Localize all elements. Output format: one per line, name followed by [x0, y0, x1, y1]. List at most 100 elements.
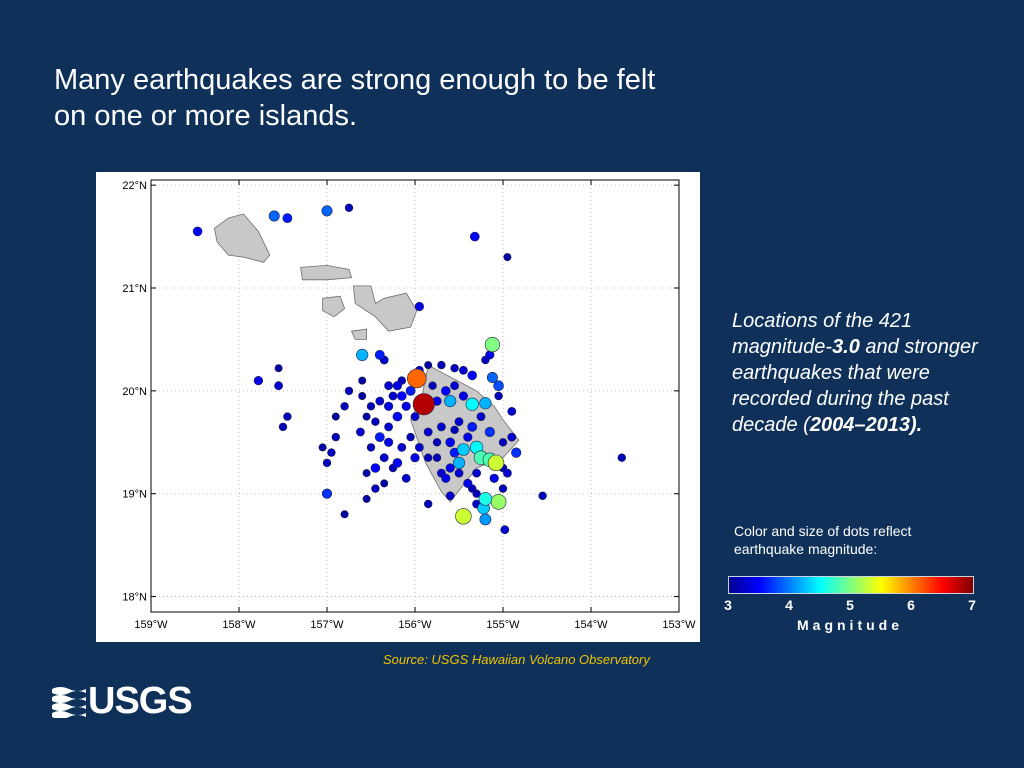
earthquake-point: [370, 463, 381, 473]
island-maui: [352, 285, 418, 332]
usgs-logo-text: USGS: [88, 680, 193, 722]
earthquake-point: [437, 360, 446, 370]
earthquake-point: [384, 422, 393, 432]
earthquake-point: [503, 253, 512, 262]
earthquake-point: [472, 468, 481, 478]
earthquake-point: [511, 447, 522, 458]
x-tick-label: 157°W: [310, 619, 344, 631]
source-credit: Source: USGS Hawaiian Volcano Observator…: [383, 652, 650, 667]
earthquake-point: [498, 438, 508, 447]
earthquake-point: [327, 448, 336, 457]
earthquake-point: [362, 412, 371, 421]
earthquake-point: [401, 401, 411, 411]
earthquake-point: [500, 525, 510, 535]
earthquake-points: [192, 203, 626, 535]
y-tick-label: 21°N: [122, 283, 147, 295]
earthquake-point: [423, 427, 433, 437]
earthquake-point: [268, 210, 280, 222]
usgs-wave-icon: [52, 687, 86, 718]
earthquake-point: [406, 432, 415, 442]
earthquake-point: [454, 417, 464, 427]
earthquake-point: [455, 508, 472, 525]
earthquake-point: [356, 348, 369, 361]
earthquake-point: [478, 492, 493, 506]
earthquake-point: [371, 484, 380, 493]
earthquake-point: [479, 513, 492, 526]
earthquake-point: [397, 442, 407, 452]
earthquake-point: [424, 361, 433, 370]
earthquake-point: [405, 385, 416, 396]
magnitude-colorbar: [728, 576, 974, 594]
x-tick-label: 153°W: [662, 619, 696, 631]
slide-title: Many earthquakes are strong enough to be…: [54, 64, 656, 132]
earthquake-point: [507, 432, 517, 442]
map-caption: Locations of the 421 magnitude-3.0 and s…: [732, 308, 982, 438]
earthquake-point: [322, 458, 332, 468]
earthquake-point: [450, 364, 459, 373]
earthquake-point: [452, 456, 466, 470]
earthquake-point: [432, 438, 442, 447]
y-tick-label: 22°N: [122, 180, 147, 192]
earthquake-point: [444, 395, 457, 408]
earthquake-point: [441, 473, 451, 483]
earthquake-point: [489, 473, 499, 483]
earthquake-point: [331, 432, 341, 442]
earthquake-point: [467, 370, 478, 381]
earthquake-point: [392, 411, 403, 422]
earthquake-point: [371, 417, 380, 426]
earthquake-map: 159°W 158°W 157°W 156°W 155°W 154°W 153°W 22°N 2…: [96, 172, 700, 642]
colorbar-tick-label: 4: [785, 597, 793, 613]
island-molokai: [300, 264, 353, 281]
earthquake-point: [463, 478, 473, 489]
earthquake-point: [388, 391, 398, 401]
earthquake-point: [192, 226, 203, 237]
earthquake-point: [414, 301, 425, 312]
earthquake-point: [358, 376, 367, 385]
caption-years: 2004–2013).: [809, 414, 923, 436]
earthquake-point: [424, 453, 433, 462]
earthquake-point: [469, 231, 480, 242]
x-tick-label: 158°W: [222, 619, 256, 631]
earthquake-point: [458, 391, 469, 401]
earthquake-point: [318, 443, 327, 452]
earthquake-point: [454, 468, 464, 478]
earthquake-point: [457, 443, 470, 456]
earthquake-point: [493, 380, 504, 391]
earthquake-point: [283, 412, 292, 421]
x-tick-label: 156°W: [398, 619, 432, 631]
earthquake-point: [374, 432, 385, 442]
earthquake-point: [278, 422, 288, 432]
colorbar-tick-label: 3: [724, 597, 732, 613]
earthquake-point: [282, 213, 293, 223]
earthquake-point: [384, 401, 394, 411]
earthquake-point: [465, 397, 479, 411]
colorbar-title: Magnitude: [797, 617, 903, 633]
colorbar-tick-label: 7: [968, 597, 976, 613]
earthquake-point: [484, 337, 501, 353]
earthquake-point: [362, 469, 371, 478]
earthquake-point: [412, 393, 435, 416]
colorbar-tick-label: 6: [907, 597, 915, 613]
earthquake-point: [476, 412, 486, 421]
earthquake-point: [410, 412, 420, 421]
earthquake-point: [344, 386, 354, 396]
earthquake-point: [401, 473, 411, 483]
earthquake-point: [432, 453, 442, 462]
earthquake-point: [498, 484, 508, 493]
legend-note: Color and size of dots reflect earthquak…: [734, 523, 912, 557]
earthquake-point: [414, 442, 424, 452]
map-frame: [150, 179, 680, 613]
earthquake-point: [428, 381, 437, 390]
earthquake-point: [424, 499, 433, 509]
earthquake-point: [274, 381, 283, 391]
earthquake-point: [410, 453, 420, 463]
earthquake-point: [392, 458, 403, 468]
earthquake-point: [321, 205, 333, 217]
earthquake-point: [484, 426, 495, 438]
earthquake-point: [445, 463, 455, 473]
earthquake-point: [384, 381, 393, 391]
earthquake-point: [380, 479, 389, 488]
earthquake-point: [445, 437, 456, 448]
caption-text-2: and stronger earthquakes that were recor…: [732, 336, 978, 436]
earthquake-point: [486, 372, 498, 384]
